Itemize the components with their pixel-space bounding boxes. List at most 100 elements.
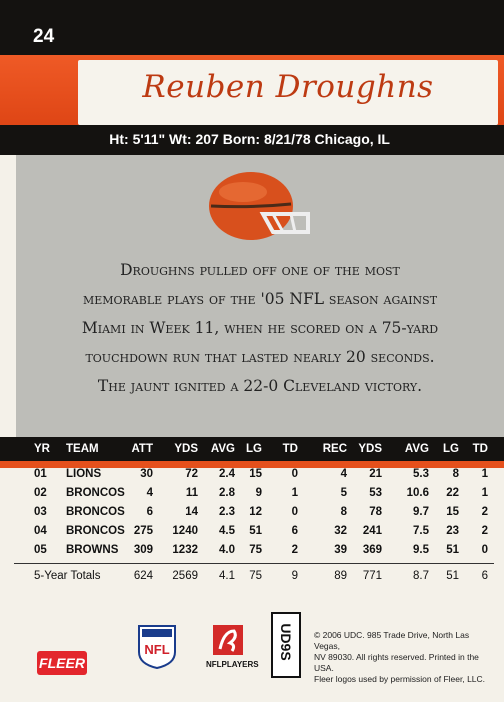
legal-line: Fleer logos used by permission of Fleer,… bbox=[314, 674, 486, 684]
stat-cell-rec-yds: 21 bbox=[369, 468, 382, 480]
stat-cell-rec: 39 bbox=[334, 544, 347, 556]
player-bio: Ht: 5'11" Wt: 207 Born: 8/21/78 Chicago,… bbox=[109, 131, 390, 147]
stat-cell-att: 6 bbox=[146, 506, 153, 518]
stat-cell-yds: 1232 bbox=[172, 544, 198, 556]
top-black-bar bbox=[0, 0, 504, 55]
stat-cell-rec: 5 bbox=[340, 487, 347, 499]
helmet-icon bbox=[209, 172, 310, 240]
stat-cell-team: BRONCOS bbox=[66, 506, 125, 518]
totals-att: 624 bbox=[133, 570, 153, 582]
stats-header-bar bbox=[0, 437, 504, 461]
header-team: TEAM bbox=[66, 443, 99, 455]
stat-cell-rec-yds: 78 bbox=[369, 506, 382, 518]
stat-cell-rec-avg: 7.5 bbox=[413, 525, 429, 537]
fleer-logo: FLEER bbox=[37, 651, 87, 675]
stat-cell-rec-avg: 9.7 bbox=[413, 506, 429, 518]
upper-deck-logo: UD9S bbox=[271, 612, 301, 678]
stat-cell-avg: 2.4 bbox=[219, 468, 235, 480]
stat-cell-lg: 15 bbox=[249, 468, 262, 480]
stat-cell-lg: 75 bbox=[249, 544, 262, 556]
stat-cell-team: BRONCOS bbox=[66, 487, 125, 499]
stat-cell-rec-lg: 22 bbox=[446, 487, 459, 499]
header-avg: AVG bbox=[210, 443, 235, 455]
stat-cell-team: BROWNS bbox=[66, 544, 119, 556]
stat-cell-yds: 72 bbox=[185, 468, 198, 480]
totals-rec-td: 6 bbox=[481, 570, 488, 582]
stat-cell-avg: 4.5 bbox=[219, 525, 235, 537]
totals-rec-yds: 771 bbox=[362, 570, 382, 582]
stat-cell-lg: 51 bbox=[249, 525, 262, 537]
stat-cell-att: 309 bbox=[133, 544, 153, 556]
stat-cell-rec-yds: 53 bbox=[369, 487, 382, 499]
stat-cell-rec-td: 1 bbox=[481, 468, 488, 480]
stat-cell-rec: 32 bbox=[334, 525, 347, 537]
stat-cell-td: 6 bbox=[291, 525, 298, 537]
stat-cell-lg: 12 bbox=[249, 506, 262, 518]
stat-cell-lg: 9 bbox=[255, 487, 262, 499]
stat-cell-rec-td: 2 bbox=[481, 506, 488, 518]
stat-cell-td: 1 bbox=[291, 487, 298, 499]
stat-cell-att: 30 bbox=[140, 468, 153, 480]
totals-avg: 4.1 bbox=[219, 570, 235, 582]
totals-td: 9 bbox=[291, 570, 298, 582]
totals-yds: 2569 bbox=[172, 570, 198, 582]
nfl-shield-icon: NFL bbox=[138, 625, 176, 670]
header-rec-avg: AVG bbox=[404, 443, 429, 455]
stat-cell-rec-yds: 369 bbox=[362, 544, 382, 556]
stat-cell-rec-avg: 10.6 bbox=[406, 487, 429, 499]
bio-bar bbox=[0, 125, 504, 155]
stat-cell-yr: 03 bbox=[34, 506, 47, 518]
nflplayers-label: NFLPLAYERS bbox=[206, 660, 259, 669]
stat-cell-att: 4 bbox=[146, 487, 153, 499]
stat-cell-rec-lg: 23 bbox=[446, 525, 459, 537]
header-rec-td: TD bbox=[472, 443, 488, 455]
stat-cell-avg: 4.0 bbox=[219, 544, 235, 556]
totals-lg: 75 bbox=[249, 570, 262, 582]
blurb-line: touchdown run that lasted nearly 20 seco… bbox=[85, 348, 435, 366]
player-blurb: Droughns pulled off one of the most memo… bbox=[16, 256, 504, 401]
stat-cell-avg: 2.8 bbox=[219, 487, 235, 499]
stat-cell-rec: 4 bbox=[340, 468, 347, 480]
stat-cell-att: 275 bbox=[133, 525, 153, 537]
stat-cell-td: 0 bbox=[291, 506, 298, 518]
blurb-line: Droughns pulled off one of the most bbox=[120, 261, 400, 279]
stat-cell-rec-td: 2 bbox=[481, 525, 488, 537]
stat-cell-yr: 05 bbox=[34, 544, 47, 556]
stat-cell-yds: 11 bbox=[185, 487, 198, 499]
legal-line: NV 89030. All rights reserved. Printed i… bbox=[314, 652, 479, 673]
legal-line: © 2006 UDC. 985 Trade Drive, North Las V… bbox=[314, 630, 470, 651]
header-att: ATT bbox=[131, 443, 153, 455]
stat-cell-team: BRONCOS bbox=[66, 525, 125, 537]
stat-cell-td: 2 bbox=[291, 544, 298, 556]
header-rec-lg: LG bbox=[443, 443, 459, 455]
stat-cell-td: 0 bbox=[291, 468, 298, 480]
stat-cell-rec-lg: 15 bbox=[446, 506, 459, 518]
stat-cell-yds: 14 bbox=[185, 506, 198, 518]
stat-cell-team: LIONS bbox=[66, 468, 102, 480]
stat-cell-yr: 01 bbox=[34, 468, 47, 480]
stat-cell-rec-lg: 51 bbox=[446, 544, 459, 556]
header-rec: REC bbox=[322, 443, 347, 455]
stat-cell-yds: 1240 bbox=[172, 525, 198, 537]
totals-rec: 89 bbox=[334, 570, 347, 582]
stat-cell-rec-avg: 9.5 bbox=[413, 544, 429, 556]
header-yr: YR bbox=[34, 443, 50, 455]
stat-cell-rec: 8 bbox=[340, 506, 347, 518]
ud-logo-text: UD9S bbox=[278, 623, 294, 661]
header-rec-yds: YDS bbox=[358, 443, 382, 455]
blurb-line: memorable plays of the '05 NFL season ag… bbox=[82, 290, 438, 308]
stat-cell-rec-avg: 5.3 bbox=[413, 468, 429, 480]
stat-cell-avg: 2.3 bbox=[219, 506, 235, 518]
legal-text: © 2006 UDC. 985 Trade Drive, North Las V… bbox=[314, 630, 494, 685]
totals-rec-lg: 51 bbox=[446, 570, 459, 582]
player-name: Reuben Droughns bbox=[142, 69, 434, 105]
blurb-line: Miami in Week 11, when he scored on a 75… bbox=[81, 319, 439, 337]
totals-rec-avg: 8.7 bbox=[413, 570, 429, 582]
stats-accent-bar bbox=[0, 461, 504, 468]
name-panel: Reuben Droughns bbox=[78, 60, 498, 125]
stat-cell-yr: 02 bbox=[34, 487, 47, 499]
stat-cell-rec-yds: 241 bbox=[362, 525, 382, 537]
stat-cell-yr: 04 bbox=[34, 525, 47, 537]
header-td: TD bbox=[282, 443, 298, 455]
